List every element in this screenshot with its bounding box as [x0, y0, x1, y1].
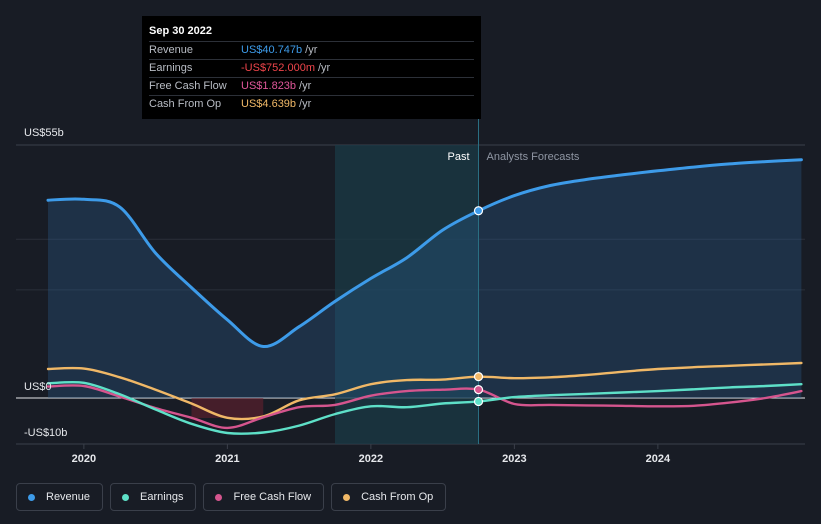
financial-chart: Past Analysts Forecasts US$55b US$0 -US$… [16, 119, 805, 465]
y-axis-label-zero: US$0 [24, 381, 52, 393]
tooltip-label: Free Cash Flow [149, 80, 227, 92]
revenue-area-fill [48, 159, 802, 398]
past-highlight-region [335, 145, 479, 444]
tooltip-row: Free Cash Flow US$1.823b/yr [149, 77, 474, 95]
legend-item-earnings[interactable]: Earnings [110, 483, 197, 511]
tooltip-row: Cash From Op US$4.639b/yr [149, 95, 474, 113]
y-axis-label-top: US$55b [24, 127, 64, 139]
negative-earnings-fill [191, 398, 264, 418]
marker-cash-from-op [473, 372, 484, 382]
legend-dot-icon [122, 493, 130, 501]
legend-label: Earnings [140, 491, 184, 503]
tooltip-unit: /yr [318, 62, 331, 74]
series-line-free-cash-flow [46, 384, 803, 430]
tooltip-date: Sep 30 2022 [149, 25, 212, 37]
legend-label: Revenue [46, 491, 91, 503]
data-tooltip: Sep 30 2022 Revenue US$40.747b/yr Earnings… [142, 16, 481, 119]
series-line-cash-from-op [46, 361, 803, 421]
series-markers [473, 206, 484, 407]
chart-legend: Revenue Earnings Free Cash Flow Cash From O… [16, 483, 447, 511]
x-tick-label: 2020 [72, 453, 96, 465]
past-label: Past [447, 151, 469, 163]
tooltip-unit: /yr [299, 98, 312, 110]
tooltip-label: Earnings [149, 62, 193, 74]
series-line-revenue [46, 158, 803, 349]
legend-item-revenue[interactable]: Revenue [16, 483, 104, 511]
legend-dot-icon [343, 493, 351, 501]
legend-item-free-cash-flow[interactable]: Free Cash Flow [203, 483, 325, 511]
legend-label: Cash From Op [361, 491, 434, 503]
tooltip-value: US$1.823b [241, 80, 297, 92]
tooltip-value: US$40.747b [241, 44, 303, 56]
negative-fill [191, 398, 264, 418]
forecast-label: Analysts Forecasts [487, 151, 580, 163]
legend-label: Free Cash Flow [233, 491, 312, 503]
legend-item-cash-from-op[interactable]: Cash From Op [331, 483, 447, 511]
x-tick-label: 2022 [359, 453, 383, 465]
series-line-earnings [46, 380, 803, 435]
y-axis-label-bottom: -US$10b [24, 427, 67, 439]
marker-earnings [473, 396, 484, 407]
tooltip-row: Earnings -US$752.000m/yr [149, 59, 474, 77]
tooltip-unit: /yr [299, 80, 312, 92]
tooltip-row: Revenue US$40.747b/yr [149, 41, 474, 59]
marker-revenue [473, 206, 484, 216]
x-axis: 2020 2021 2022 2023 2024 [72, 444, 671, 465]
revenue-area [48, 159, 802, 398]
x-tick-label: 2023 [502, 453, 526, 465]
tooltip-value: US$4.639b [241, 98, 297, 110]
tooltip-label: Revenue [149, 44, 194, 56]
x-tick-label: 2024 [646, 453, 671, 465]
tooltip-label: Cash From Op [149, 98, 222, 110]
legend-dot-icon [215, 493, 223, 501]
marker-free-cash-flow [473, 385, 484, 395]
series-lines [46, 158, 803, 435]
x-tick-label: 2021 [215, 453, 239, 465]
tooltip-value: -US$752.000m [241, 62, 315, 74]
legend-dot-icon [28, 493, 35, 501]
tooltip-unit: /yr [305, 44, 318, 56]
